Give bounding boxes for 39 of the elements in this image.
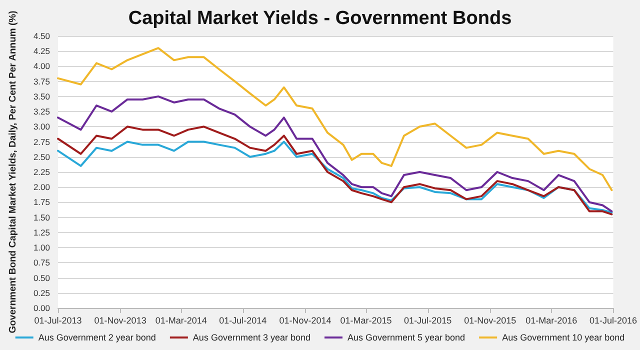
line-series bbox=[57, 126, 613, 216]
line-series bbox=[57, 47, 613, 192]
y-tick-label: 4.50 bbox=[33, 31, 50, 41]
y-tick-label: 2.25 bbox=[33, 167, 50, 177]
line-series bbox=[57, 95, 613, 212]
y-tick-label: 3.25 bbox=[33, 106, 50, 117]
x-tick-label: 01-Mar-2016 bbox=[526, 316, 578, 326]
legend-label: Aus Government 10 year bond bbox=[502, 332, 625, 342]
y-tick-label: 1.25 bbox=[33, 227, 50, 238]
y-tick-label: 0.50 bbox=[33, 272, 50, 283]
y-tick-label: 0.00 bbox=[33, 303, 50, 313]
x-tick-label: 01-Jul-2016 bbox=[589, 316, 637, 326]
y-tick-label: 1.50 bbox=[33, 212, 50, 222]
legend-label: Aus Government 3 year bond bbox=[192, 332, 311, 342]
x-tick-label: 01-Mar-2014 bbox=[155, 316, 207, 326]
y-tick-label: 2.75 bbox=[33, 136, 50, 147]
y-tick-label: 2.50 bbox=[33, 152, 50, 162]
y-tick-label: 2.00 bbox=[33, 182, 50, 192]
y-tick-label: 3.50 bbox=[33, 91, 50, 102]
x-tick-label: 01-Jul-2014 bbox=[219, 316, 267, 326]
x-tick-label: 01-Nov-2015 bbox=[464, 316, 516, 326]
chart-title: Capital Market Yields - Government Bonds bbox=[128, 8, 512, 29]
y-tick-label: 4.00 bbox=[33, 61, 50, 72]
legend-label: Aus Government 5 year bond bbox=[347, 332, 466, 342]
x-tick-label: 01-Nov-2013 bbox=[94, 316, 146, 326]
y-tick-label: 1.75 bbox=[33, 197, 50, 208]
y-tick-label: 4.25 bbox=[33, 46, 50, 56]
legend-label: Aus Government 2 year bond bbox=[38, 332, 156, 342]
y-tick-label: 0.75 bbox=[33, 258, 50, 268]
y-tick-label: 0.25 bbox=[33, 288, 50, 298]
x-tick-label: 01-Nov-2014 bbox=[279, 316, 332, 326]
x-tick-label: 01-Jul-2013 bbox=[34, 316, 82, 326]
x-tick-label: 01-Jul-2015 bbox=[404, 316, 452, 326]
y-tick-label: 3.00 bbox=[33, 122, 50, 132]
y-axis-title: Government Bond Capital Market Yields, Daily, Per Cent Per Annum (%) bbox=[8, 10, 18, 334]
line-series bbox=[57, 140, 613, 214]
x-tick-label: 01-Mar-2015 bbox=[340, 316, 392, 326]
y-tick-label: 1.00 bbox=[33, 242, 50, 253]
y-tick-label: 3.75 bbox=[33, 76, 50, 86]
